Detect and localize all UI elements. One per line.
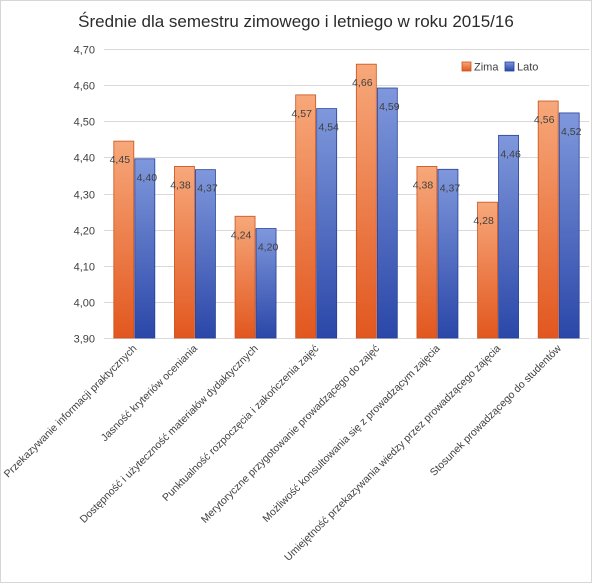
- y-tick-label: 4,20: [74, 226, 95, 238]
- bar-zima: [537, 100, 559, 339]
- x-category-label: Przekazywanie informacji praktycznych: [2, 343, 140, 481]
- data-label: 4,28: [473, 215, 494, 227]
- y-tick-label: 4,00: [74, 298, 95, 310]
- x-axis-categories: Przekazywanie informacji praktycznychJas…: [2, 342, 564, 563]
- bar-lato: [376, 87, 398, 339]
- y-tick-label: 4,40: [74, 153, 95, 165]
- data-label: 4,37: [440, 182, 461, 194]
- bar-zima: [113, 140, 135, 339]
- bar-zima: [234, 215, 256, 339]
- y-tick-label: 4,60: [74, 81, 95, 93]
- data-label: 4,38: [413, 179, 434, 191]
- data-labels: 4,45 4,40 4,38 4,37 4,24 4,20 4,57 4,54 4,66 4,59…: [110, 77, 582, 253]
- y-axis: 3,90 4,00 4,10 4,20 4,30 4,40 4,50 4,60 4,70: [74, 45, 95, 346]
- data-label: 4,66: [352, 77, 373, 89]
- y-tick-label: 3,90: [74, 334, 95, 346]
- bar-lato: [195, 169, 216, 339]
- bar-zima: [416, 166, 438, 339]
- legend-label-lato: Lato: [517, 62, 538, 74]
- data-label: 4,20: [258, 242, 279, 254]
- x-category-label: Jasność kryteriów oceniania: [99, 343, 200, 444]
- y-tick-label: 4,50: [74, 117, 95, 129]
- data-label: 4,57: [291, 108, 312, 120]
- bar-lato: [437, 168, 459, 339]
- legend-swatch-lato: [504, 61, 515, 72]
- bar-lato: [134, 158, 156, 339]
- data-label: 4,52: [561, 126, 582, 138]
- data-label: 4,59: [379, 101, 400, 113]
- x-category-label: Umiejętność przekazywania wiedzy przez p…: [282, 343, 503, 564]
- data-label: 4,38: [170, 179, 191, 191]
- legend: Zima Lato: [461, 61, 538, 74]
- data-label: 4,37: [197, 183, 218, 195]
- y-tick-label: 4,70: [74, 45, 95, 57]
- y-tick-label: 4,30: [74, 190, 95, 202]
- bar-zima: [295, 94, 317, 339]
- bar-lato: [255, 228, 277, 339]
- bar-lato: [316, 108, 338, 339]
- data-label: 4,56: [534, 114, 555, 126]
- bar-lato: [558, 112, 580, 339]
- bar-lato: [498, 134, 519, 339]
- data-label: 4,45: [110, 154, 131, 166]
- data-label: 4,54: [318, 122, 339, 134]
- bar-zima: [477, 201, 498, 339]
- data-label: 4,46: [500, 148, 521, 160]
- bar-zima: [355, 63, 377, 339]
- x-category-label: Stosunek prowadzącego do studentów: [428, 342, 564, 478]
- chart-title: Średnie dla semestru zimowego i letniego…: [78, 12, 514, 31]
- legend-swatch-zima: [461, 61, 472, 72]
- bar-zima: [174, 166, 195, 339]
- y-tick-label: 4,10: [74, 262, 95, 274]
- data-label: 4,40: [137, 172, 158, 184]
- bars: [113, 63, 580, 339]
- legend-label-zima: Zima: [474, 62, 499, 74]
- data-label: 4,24: [231, 229, 252, 241]
